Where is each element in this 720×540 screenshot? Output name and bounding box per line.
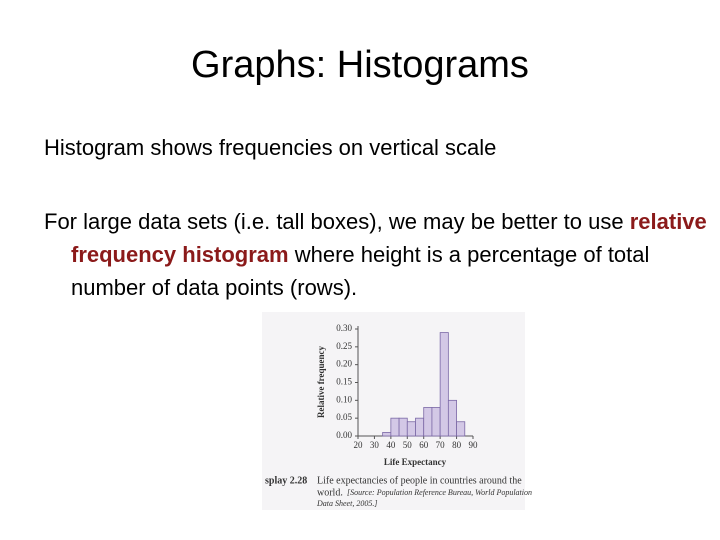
bar [406,421,416,437]
y-tick-label: 0.20 [336,359,352,369]
y-tick-label: 0.00 [336,430,352,440]
bar [382,432,392,437]
caption: world. [317,487,343,498]
bar [390,417,400,437]
source: [Source: Population Reference Bureau, Wo… [347,488,532,497]
text: Histogram shows frequencies on vertical … [44,135,497,160]
bar [415,417,425,437]
slide-title: Graphs: Histograms [191,44,529,86]
x-tick-label: 90 [469,440,479,450]
x-tick-label: 80 [452,440,462,450]
x-tick-label: 30 [370,440,380,450]
figure-background [262,312,525,510]
bar [398,417,408,437]
bar [439,332,449,437]
y-axis-label: Relative frequency [316,345,326,418]
bar [456,421,466,437]
x-tick-label: 70 [436,440,446,450]
bar [447,399,457,437]
x-tick-label: 20 [354,440,364,450]
text: where height is a percentage of total nu… [71,242,650,300]
caption-label: splay 2.28 [265,475,307,486]
y-tick-label: 0.05 [336,412,352,422]
paragraph: For large data sets (i.e. tall boxes), w… [44,205,720,304]
bar [431,407,441,437]
x-axis-label: Life Expectancy [384,457,447,467]
x-tick-label: 60 [419,440,429,450]
bar [423,407,433,437]
y-tick-label: 0.10 [336,394,352,404]
paragraph: Histogram shows frequencies on vertical … [44,131,720,164]
y-tick-label: 0.30 [336,323,352,333]
caption: Life expectancies of people in countries… [317,475,522,486]
text: For large data sets (i.e. tall boxes), w… [44,209,630,234]
highlight: relative frequency histogram [71,209,707,267]
x-tick-label: 40 [386,440,396,450]
y-tick-label: 0.25 [336,341,352,351]
y-tick-label: 0.15 [336,377,352,387]
source: Data Sheet, 2005.] [316,499,377,508]
x-tick-label: 50 [403,440,413,450]
